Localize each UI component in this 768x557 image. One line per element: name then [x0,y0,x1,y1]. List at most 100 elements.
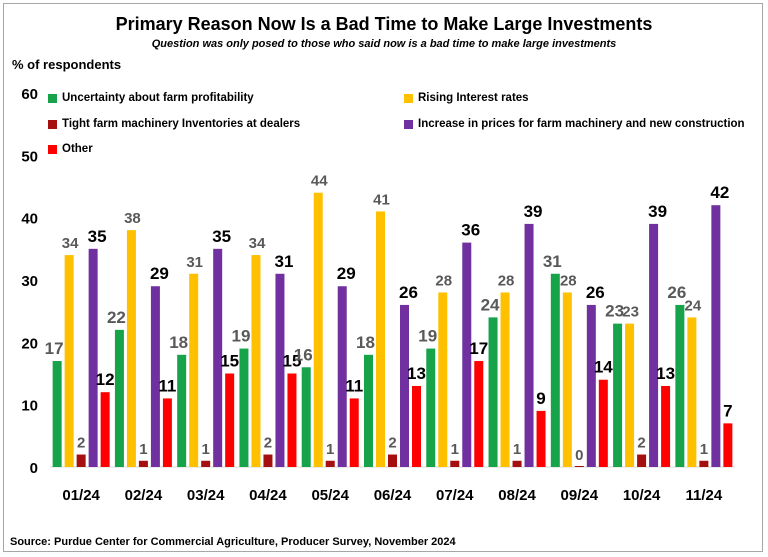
x-tick-label: 02/24 [125,487,163,504]
bar [225,373,235,467]
legend-label-prices: Increase in prices for farm machinery an… [418,118,745,130]
data-label: 1 [513,441,521,458]
x-tick-label: 09/24 [561,487,599,504]
data-label: 19 [231,327,250,346]
bar [251,255,261,467]
data-label: 12 [96,370,115,389]
source-note: Source: Purdue Center for Commercial Agr… [10,536,456,548]
y-tick-label: 0 [30,460,38,477]
data-label: 2 [77,435,85,452]
legend-swatch-inventories [48,119,57,129]
data-label: 22 [107,308,126,327]
data-label: 28 [435,272,452,289]
bar [313,192,323,467]
bar [675,304,685,467]
legend-item-uncertainty: Uncertainty about farm profitability [48,92,254,104]
bar [337,286,347,467]
x-tick-label: 11/24 [686,487,723,504]
y-tick-label: 30 [21,273,38,290]
y-axis-label: % of respondents [12,57,122,72]
bar [287,373,297,467]
bar [400,304,409,467]
data-label: 1 [139,441,147,458]
data-label: 26 [667,283,686,302]
data-label: 31 [543,252,562,271]
data-label: 18 [169,333,188,352]
data-label: 23 [605,302,624,321]
bar [325,460,335,467]
x-tick-label: 03/24 [187,487,225,504]
chart-title: Primary Reason Now Is a Bad Time to Make… [115,14,653,34]
bar [711,205,721,467]
data-label: 28 [498,272,515,289]
legend-item-other: Other [48,143,93,155]
x-tick-label: 04/24 [249,487,287,504]
bar [201,460,211,467]
bar [52,361,62,467]
y-tick-label: 50 [21,148,38,165]
bar [562,292,572,467]
bar [524,223,534,467]
bar [301,367,311,467]
data-label: 44 [311,173,328,190]
legend-label-uncertainty: Uncertainty about farm profitability [62,92,254,104]
data-label: 0 [575,447,583,464]
bar [438,292,448,467]
data-label: 38 [124,210,141,227]
bar [177,354,187,467]
x-tick-label: 10/24 [623,487,661,504]
data-label: 28 [560,272,577,289]
data-label: 34 [62,235,79,252]
bar [598,379,608,467]
bar [162,398,172,467]
data-label: 18 [356,333,375,352]
data-label: 29 [337,264,356,283]
bar [388,454,397,467]
bar [76,454,86,467]
bar [376,211,385,467]
bar [613,323,623,467]
bar [474,361,484,467]
bar [150,286,160,467]
data-label: 17 [45,339,64,358]
bar [550,273,560,467]
bar [88,248,98,467]
bar [699,460,709,467]
legend-swatch-other [48,144,57,154]
legend-swatch-prices [404,119,413,129]
data-label: 11 [158,376,176,395]
bar [275,273,285,467]
data-label: 36 [461,221,480,240]
data-label: 26 [586,283,605,302]
bar [426,348,436,467]
data-label: 2 [388,435,396,452]
bar [649,223,659,467]
data-label: 15 [220,352,239,371]
bar [349,398,359,467]
data-label: 42 [710,183,729,202]
bar [213,248,223,467]
data-label: 1 [700,441,708,458]
data-label: 1 [326,441,334,458]
data-label: 24 [481,295,500,314]
data-label: 11 [345,376,363,395]
bar [189,273,199,467]
x-tick-label: 05/24 [311,487,349,504]
bar [364,354,373,467]
data-label: 2 [637,435,645,452]
data-label: 24 [685,297,702,314]
bar [138,460,148,467]
data-label: 16 [294,345,313,364]
legend-label-other: Other [62,143,93,155]
x-tick-label: 07/24 [436,487,474,504]
legend-swatch-interest [404,93,413,103]
data-label: 19 [418,327,437,346]
data-label: 29 [150,264,169,283]
bar [536,410,546,467]
data-label: 39 [648,202,667,221]
legend-item-prices: Increase in prices for farm machinery an… [404,118,745,130]
data-label: 31 [186,254,203,271]
data-label: 31 [274,252,293,271]
data-label: 35 [88,227,107,246]
